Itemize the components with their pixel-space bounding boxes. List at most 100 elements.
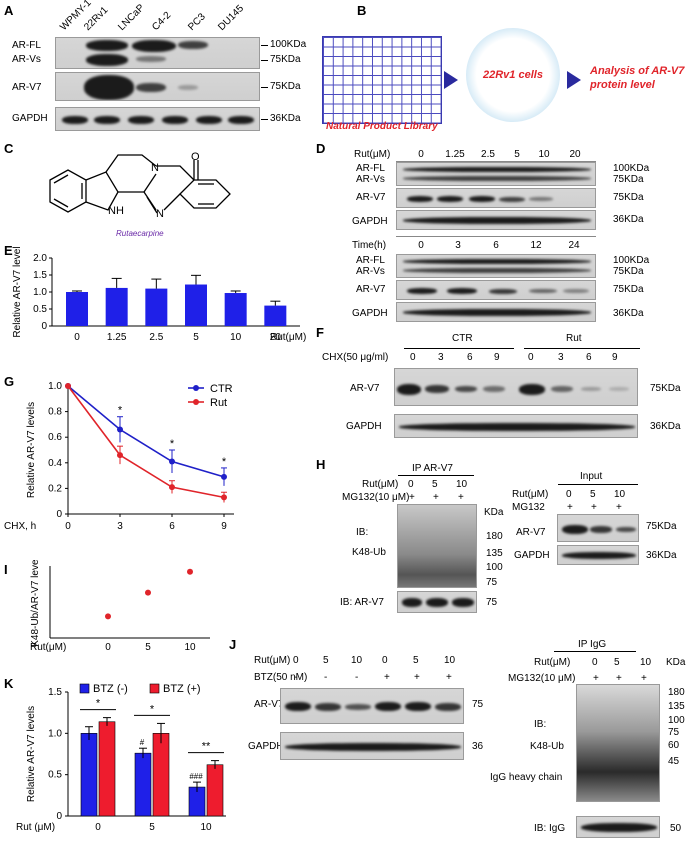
legend-label: BTZ (-) [93, 683, 128, 695]
panel-d-blot-time-gapdh [396, 302, 596, 322]
btz-value: - [294, 672, 298, 683]
panel-j-igg-rut: Rut(μM) [534, 657, 571, 668]
panel-j-m75: 75 [472, 699, 484, 710]
band [285, 702, 311, 711]
panel-g-letter: G [4, 374, 15, 389]
divider [524, 348, 640, 349]
legend-swatch [149, 683, 160, 694]
btz-value: - [324, 672, 328, 683]
rut-value: 10 [351, 655, 363, 666]
band [551, 386, 573, 392]
panel-d-m36-2: 36KDa [613, 308, 644, 319]
significance-mark: * [150, 703, 155, 715]
significance-mark: * [170, 438, 175, 450]
panel-d-blot-gapdh [396, 210, 596, 230]
ladder-mark: 75 [486, 577, 498, 588]
y-axis-label: Relative AR-V7 levels [26, 706, 37, 802]
band [62, 116, 88, 124]
y-tick-label: 1.5 [48, 687, 62, 698]
panel-d-m75a: 75KDa [613, 174, 644, 185]
chx-time: 0 [528, 352, 534, 363]
x-tick-label: 0 [105, 642, 111, 653]
panel-h-blot-arv7 [397, 591, 477, 613]
band [403, 176, 591, 181]
marker-tick [261, 60, 268, 61]
band [196, 116, 222, 124]
bar [80, 733, 98, 817]
bar [66, 292, 88, 326]
panel-a-marker-75a: 75KDa [270, 54, 301, 65]
rut-value: 5 [323, 655, 329, 666]
panel-f-rut: Rut [566, 333, 582, 344]
band [399, 423, 635, 431]
bar [224, 293, 247, 326]
data-point [187, 568, 193, 575]
panel-d-m75b: 75KDa [613, 192, 644, 203]
atom-nh: NH [108, 205, 124, 217]
y-tick-label: 0 [56, 811, 62, 822]
y-tick-label: 1.0 [33, 287, 47, 298]
panel-j-arv7: AR-V7 [254, 699, 284, 710]
band [407, 196, 433, 202]
rut-value: 0 [592, 657, 598, 668]
panel-d-m75b-2: 75KDa [613, 284, 644, 295]
panel-j-gapdh: GAPDH [248, 741, 284, 752]
panel-d-ar-vs-2: AR-Vs [356, 266, 385, 277]
band [178, 85, 198, 90]
data-point [65, 383, 71, 389]
panel-e-letter: E [4, 243, 13, 258]
panel-h-k48: K48-Ub [352, 547, 386, 558]
data-point [221, 473, 227, 480]
marker-tick [261, 119, 268, 120]
chart-i: 0 5 10 Rut(μM)K48-Ub/AR-V7 level [30, 560, 210, 653]
band [345, 704, 371, 710]
y-axis-label: K48-Ub/AR-V7 level [30, 560, 41, 647]
lane-label: DU145 [216, 3, 247, 34]
x-tick-label: 10 [184, 642, 196, 653]
chx-time: 3 [438, 352, 444, 363]
panel-h-input-blot-arv7 [557, 514, 639, 542]
band [499, 197, 525, 202]
significance-mark: * [222, 456, 227, 468]
y-tick-label: 0.5 [33, 304, 47, 315]
band [469, 196, 495, 202]
divider [558, 484, 638, 485]
band [407, 288, 437, 294]
atom-o: O [191, 151, 200, 163]
panel-h-input-gapdh: GAPDH [514, 550, 550, 561]
panel-j-m36: 36 [472, 741, 484, 752]
legend-marker [193, 399, 199, 405]
x-tick-label: 20 [270, 332, 282, 343]
band [162, 116, 188, 124]
panel-j-rut-label: Rut(μM) [254, 655, 291, 666]
y-tick-label: 0.6 [48, 432, 62, 443]
panel-d-m100-2: 100KDa [613, 255, 650, 266]
dose-value: 0 [418, 149, 424, 160]
x-axis-label: Rut(μM) [270, 332, 306, 343]
legend-label: CTR [210, 383, 233, 395]
band [529, 197, 553, 201]
rut-value: 0 [408, 479, 414, 490]
dose-value: 20 [569, 149, 581, 160]
data-point [169, 458, 175, 465]
plus-sign: + [433, 492, 439, 503]
band [178, 41, 208, 49]
natural-product-library-grid [322, 36, 442, 124]
band [403, 217, 591, 224]
band [563, 289, 589, 293]
band [403, 309, 591, 316]
y-axis-label: Relative AR-V7 levels [26, 402, 37, 498]
panel-f-blot-arv7 [394, 368, 638, 406]
x-tick-label: 0 [65, 521, 71, 532]
rutaecarpine-structure: NH N N O [49, 151, 231, 220]
lane-label: LNCaP [116, 2, 147, 34]
significance-mark: * [96, 698, 101, 710]
btz-value: + [414, 672, 420, 683]
ladder-mark: 45 [668, 756, 680, 767]
panel-d-gapdh-2: GAPDH [352, 308, 388, 319]
y-tick-label: 0.4 [48, 458, 62, 469]
band [581, 823, 657, 832]
band [455, 386, 477, 392]
panel-d-letter: D [316, 141, 326, 156]
band [529, 289, 557, 293]
